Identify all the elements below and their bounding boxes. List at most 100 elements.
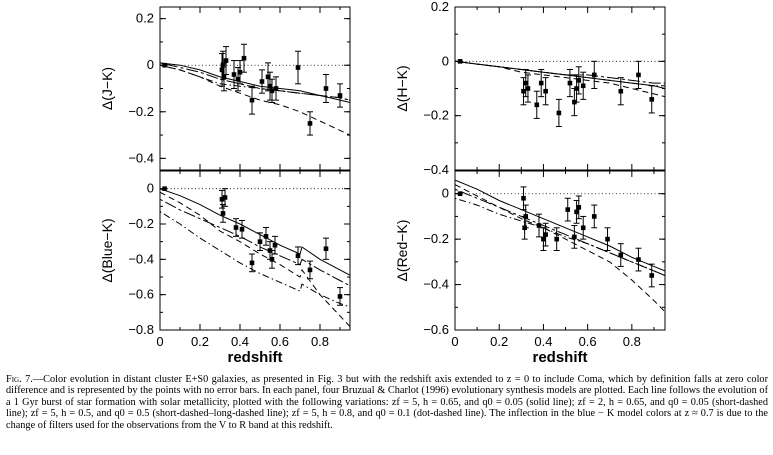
x-tick-label: 0.4 xyxy=(534,334,552,349)
data-point xyxy=(521,88,526,94)
y-tick-label: 0 xyxy=(147,57,154,72)
data-point xyxy=(523,80,529,86)
y-axis-label: Δ(Red−K) xyxy=(394,220,410,282)
data-point xyxy=(219,67,225,73)
data-point xyxy=(221,74,227,80)
data-point xyxy=(565,207,571,212)
data-point xyxy=(263,234,269,239)
y-tick-label: −0.4 xyxy=(128,150,154,165)
x-tick-label: 0.6 xyxy=(579,334,597,349)
y-tick-label: −0.8 xyxy=(128,322,154,337)
model-line-dot-dashed xyxy=(455,60,665,87)
y-tick-label: 0 xyxy=(147,181,154,196)
data-point xyxy=(525,86,531,91)
model-line-short-dashed-long-dashed xyxy=(160,198,350,287)
y-tick-label: −0.6 xyxy=(423,322,449,337)
data-point xyxy=(543,88,548,94)
data-point xyxy=(241,55,247,61)
model-line-solid xyxy=(160,62,350,103)
model-line-short-dashed xyxy=(455,184,665,313)
data-point xyxy=(272,242,278,248)
data-point xyxy=(337,93,343,98)
data-point xyxy=(457,59,463,64)
x-axis-label: redshift xyxy=(227,349,282,366)
y-tick-label: −0.4 xyxy=(423,162,449,177)
data-point xyxy=(231,72,237,77)
y-axis-label: Δ(Blue−K) xyxy=(99,218,115,282)
data-point xyxy=(580,83,586,89)
x-tick-label: 0.4 xyxy=(231,334,249,349)
data-point xyxy=(265,74,271,80)
x-tick-label: 0.2 xyxy=(191,334,209,349)
y-tick-label: −0.2 xyxy=(128,216,154,231)
data-point xyxy=(267,83,273,89)
y-tick-label: −0.6 xyxy=(128,287,154,302)
y-axis-label: Δ(J−K) xyxy=(99,67,115,110)
data-point xyxy=(219,196,225,202)
data-point xyxy=(523,214,529,219)
model-line-dot-dashed xyxy=(160,64,350,101)
data-point xyxy=(269,88,275,94)
data-point xyxy=(605,236,610,242)
data-point xyxy=(239,227,245,232)
model-line-short-dashed xyxy=(160,191,350,327)
data-point xyxy=(162,62,167,68)
figure-label: Fig. 7. xyxy=(6,374,33,385)
panel-frame xyxy=(159,6,351,171)
data-point xyxy=(269,257,275,262)
data-point xyxy=(295,65,301,70)
model-line-short-dashed xyxy=(160,64,350,136)
data-point xyxy=(249,260,255,266)
data-point xyxy=(220,211,226,216)
figure-caption: Fig. 7.—Color evolution in distant clust… xyxy=(6,374,768,431)
y-tick-label: −0.2 xyxy=(423,108,449,123)
x-tick-label: 0 xyxy=(156,334,163,349)
panel-bottom-right: 0 0.2 0.4 0.6 0.8 0 −0.2 −0.4 −0.6 Δ(Red−K) redshi… xyxy=(394,170,666,366)
data-point xyxy=(580,225,586,231)
data-point xyxy=(556,110,562,116)
panel-frame xyxy=(159,170,351,331)
panel-bottom-left: 0 0.2 0.4 0.6 0.8 0 −0.2 −0.4 −0.6 −0.8 Δ(Blue−K) r… xyxy=(99,170,351,366)
data-point xyxy=(233,225,239,230)
data-point xyxy=(574,209,579,215)
data-point xyxy=(220,62,226,68)
panel-frame xyxy=(454,170,666,331)
data-point xyxy=(237,69,243,75)
caption-text: —Color evolution in distant cluster E+S0… xyxy=(6,374,769,431)
x-axis-label: redshift xyxy=(532,349,587,366)
data-point xyxy=(249,97,255,103)
model-line-short-dashed-long-dashed xyxy=(160,62,350,101)
data-point xyxy=(591,214,597,219)
data-point xyxy=(649,273,655,278)
model-line-short-dashed xyxy=(455,60,665,98)
x-tick-label: 0.8 xyxy=(311,334,329,349)
data-point xyxy=(636,257,641,262)
y-axis-label: Δ(H−K) xyxy=(394,65,410,111)
data-point xyxy=(457,191,463,197)
y-tick-label: −0.2 xyxy=(423,231,449,246)
y-tick-label: −0.4 xyxy=(128,251,154,266)
data-point xyxy=(591,72,597,78)
data-point xyxy=(323,86,329,91)
panel-top-left: 0.2 0 −0.2 −0.4 Δ(J−K) xyxy=(99,6,351,171)
data-point xyxy=(323,246,329,252)
data-point xyxy=(223,58,229,63)
y-tick-label: −0.4 xyxy=(423,277,449,292)
data-point xyxy=(536,223,542,228)
data-point xyxy=(257,239,263,244)
data-point xyxy=(337,294,343,299)
data-point xyxy=(222,195,228,200)
x-tick-label: 0.2 xyxy=(490,334,508,349)
data-point xyxy=(534,102,540,108)
data-point xyxy=(521,195,526,201)
data-point xyxy=(572,234,577,240)
data-point xyxy=(259,79,265,84)
data-point xyxy=(295,253,301,259)
data-point xyxy=(307,121,313,126)
data-point xyxy=(576,205,582,210)
data-point xyxy=(618,252,624,258)
x-tick-label: 0.8 xyxy=(623,334,641,349)
figure-panels: 0.20−0.2−0.4Δ(J−K)0.20−0.2−0.4Δ(H−K)0 0.2… xyxy=(99,0,666,366)
model-line-dot-dashed xyxy=(455,197,665,276)
data-point xyxy=(554,236,559,242)
